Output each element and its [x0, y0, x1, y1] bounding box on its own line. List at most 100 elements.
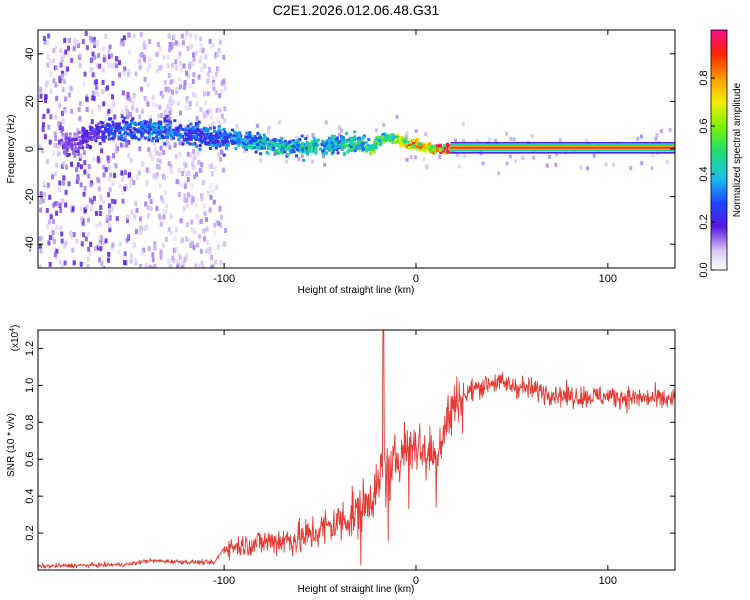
spectrogram-cell — [79, 130, 83, 134]
spectrogram-cell — [223, 130, 227, 134]
spectrogram-cell — [205, 248, 209, 254]
spectrogram-cell — [206, 79, 210, 85]
spectrogram-cell — [62, 140, 66, 144]
spectrogram-cell — [169, 79, 173, 85]
spectrogram-cell — [53, 171, 57, 177]
spectrogram-cell — [178, 76, 182, 82]
spectrogram-cell — [109, 129, 113, 133]
spectrogram-cell — [102, 130, 106, 134]
spectrogram-cell — [206, 122, 210, 128]
spectrogram-cell — [78, 142, 82, 146]
spectrogram-cell — [133, 241, 137, 247]
spectrogram-cell — [94, 131, 98, 135]
spectrogram-cell — [62, 145, 66, 149]
spectrogram-cell — [108, 215, 112, 221]
spectrogram-cell — [350, 147, 354, 151]
spectrogram-cell — [169, 135, 173, 141]
spectrogram-cell — [131, 100, 135, 106]
spectrogram-cell — [404, 140, 408, 144]
x-tick-label: 100 — [599, 273, 617, 285]
spectrogram-cell — [107, 165, 111, 171]
spectrogram-cell — [197, 129, 201, 133]
spectrogram-cell — [46, 54, 50, 60]
spectrogram-cell — [288, 151, 292, 155]
spectrogram-cell — [259, 136, 263, 140]
spectrogram-cell — [43, 39, 47, 45]
spectrogram-cell — [127, 69, 131, 75]
spectrogram-cell — [305, 134, 309, 139]
spectrogram-cell — [88, 144, 92, 148]
spectrogram-cell — [250, 145, 254, 149]
spectrogram-cell — [185, 203, 189, 209]
colorbar-tick-label: 0.4 — [698, 166, 710, 181]
spectrogram-cell — [60, 198, 64, 204]
spectrogram-cell — [404, 144, 408, 148]
spectrogram-cell — [333, 146, 337, 150]
spectrogram-cell — [125, 237, 129, 243]
spectrogram-cell — [134, 201, 138, 207]
y-tick-label: 1.0 — [24, 378, 36, 393]
spectrogram-cell — [64, 70, 68, 76]
spectrogram-cell — [41, 198, 45, 204]
spectrogram-cell — [67, 153, 71, 157]
spectrogram-cell — [55, 95, 59, 101]
spectrogram-cell — [446, 150, 450, 154]
spectrogram-cell — [430, 144, 434, 148]
spectrogram-cell — [57, 143, 61, 149]
spectrogram-cell — [102, 46, 106, 52]
spectrogram-cell — [202, 228, 206, 234]
spectrogram-cell — [215, 132, 219, 136]
snr-frame — [37, 329, 676, 571]
spectrogram-cell — [183, 257, 187, 263]
spectrogram-cell — [139, 130, 143, 134]
spectrogram-cell — [131, 136, 135, 140]
spectrogram-cell — [199, 55, 203, 61]
spectrogram-cell — [111, 181, 115, 187]
spectrogram-cell — [421, 147, 425, 151]
spectrogram-cell — [174, 227, 178, 233]
spectrogram-cell — [72, 141, 76, 145]
spectrogram-cell — [156, 133, 160, 137]
spectrogram-cell — [107, 131, 111, 135]
spectrogram-cell — [374, 144, 378, 148]
spectrogram-cell — [98, 63, 102, 69]
spectrogram-cell — [140, 51, 144, 57]
spectrogram-cell — [51, 174, 55, 180]
spectrogram-cell — [38, 145, 42, 151]
spectrogram-cell — [290, 149, 294, 153]
spectrogram-cell — [372, 150, 376, 154]
spectrogram-cell — [161, 93, 165, 99]
spectrogram-cell — [222, 167, 226, 173]
spectrogram-cell — [245, 147, 249, 151]
spectrogram-cell — [185, 132, 189, 136]
spectrogram-cell — [213, 222, 217, 228]
spectrogram-cell — [312, 136, 316, 140]
spectrogram-cell — [166, 135, 170, 139]
spectrogram-cell — [169, 106, 173, 112]
spectrogram-cell — [92, 195, 96, 201]
spectrogram-cell — [152, 140, 156, 146]
spectrogram-cell — [357, 143, 361, 147]
spectrogram-cell — [555, 152, 559, 157]
spectrogram-cell — [49, 114, 53, 120]
spectrogram-cell — [140, 250, 144, 256]
spectrogram-cell — [163, 135, 167, 139]
spectrogram-cell — [200, 196, 204, 202]
spectrogram-cell — [169, 128, 173, 132]
spectrogram-cell — [84, 131, 88, 135]
spectrogram-cell — [196, 124, 200, 128]
spectrogram-cell — [61, 118, 65, 124]
spectrogram-cell — [83, 137, 87, 141]
spectrogram-cell — [167, 86, 171, 92]
spectrogram-cell — [194, 202, 198, 208]
spectrogram-cell — [107, 49, 111, 55]
spectrogram-cell — [222, 81, 226, 87]
spectrogram-cell — [173, 142, 177, 148]
spectrogram-cell — [73, 38, 77, 44]
spectrogram-cell — [267, 144, 271, 148]
spectrogram-cell — [177, 191, 181, 197]
spectrogram-cell — [180, 33, 184, 39]
spectrogram-cell — [201, 135, 205, 139]
spectrogram-cell — [39, 191, 43, 197]
